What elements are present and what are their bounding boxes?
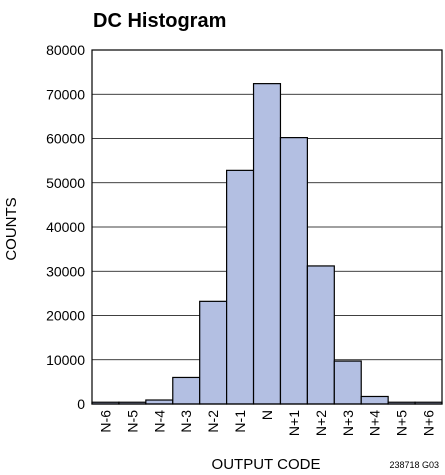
x-tick-label-N+5: N+5 [394, 410, 410, 436]
bar-N+3 [333, 360, 362, 405]
x-tick-label-N+2: N+2 [313, 410, 329, 436]
y-tick-label-1: 10000 [46, 352, 85, 368]
y-tick-labels: 0 10000 20000 30000 40000 50000 60000 70000 8000… [46, 42, 85, 412]
y-tick-label-6: 60000 [46, 131, 85, 147]
figure-id: 238718 G03 [389, 460, 439, 470]
y-tick-label-2: 20000 [46, 308, 85, 324]
bar-N-3 [172, 376, 201, 405]
y-tick-label-0: 0 [77, 396, 85, 412]
x-tick-label-N+4: N+4 [367, 410, 383, 436]
x-tick-label-N+1: N+1 [286, 410, 302, 436]
bar-N [252, 83, 282, 405]
y-tick-label-7: 70000 [46, 86, 85, 102]
x-axis-label: OUTPUT CODE [212, 456, 321, 473]
bar-N+4 [360, 395, 389, 405]
x-tick-label-N-5: N-5 [124, 410, 140, 433]
bar-N+1 [279, 137, 308, 405]
x-tick-labels: N-6 N-5 N-4 N-3 N-2 N-1 N N+1 N+2 N+3 N+4 N+5 N+6 [97, 410, 436, 436]
x-tick-label-N: N [259, 410, 275, 420]
x-tick-label-N+6: N+6 [421, 410, 437, 436]
y-tick-label-4: 40000 [46, 219, 85, 235]
plot-frame [91, 49, 443, 405]
bar-N-1 [226, 169, 255, 405]
y-tick-label-5: 50000 [46, 175, 85, 191]
x-tick-label-N+3: N+3 [340, 410, 356, 436]
bars [91, 83, 443, 405]
y-tick-label-8: 80000 [46, 42, 85, 58]
x-tick-label-N-2: N-2 [205, 410, 221, 433]
x-tick-label-N-6: N-6 [97, 410, 113, 433]
x-tick-label-N-3: N-3 [178, 410, 194, 433]
y-tick-label-3: 30000 [46, 263, 85, 279]
y-axis-label: COUNTS [3, 197, 20, 260]
chart-title: DC Histogram [93, 10, 226, 32]
bar-N-2 [199, 300, 228, 405]
x-tick-label-N-1: N-1 [232, 410, 248, 433]
bar-N+2 [306, 265, 335, 405]
x-tick-label-N-4: N-4 [151, 410, 167, 433]
